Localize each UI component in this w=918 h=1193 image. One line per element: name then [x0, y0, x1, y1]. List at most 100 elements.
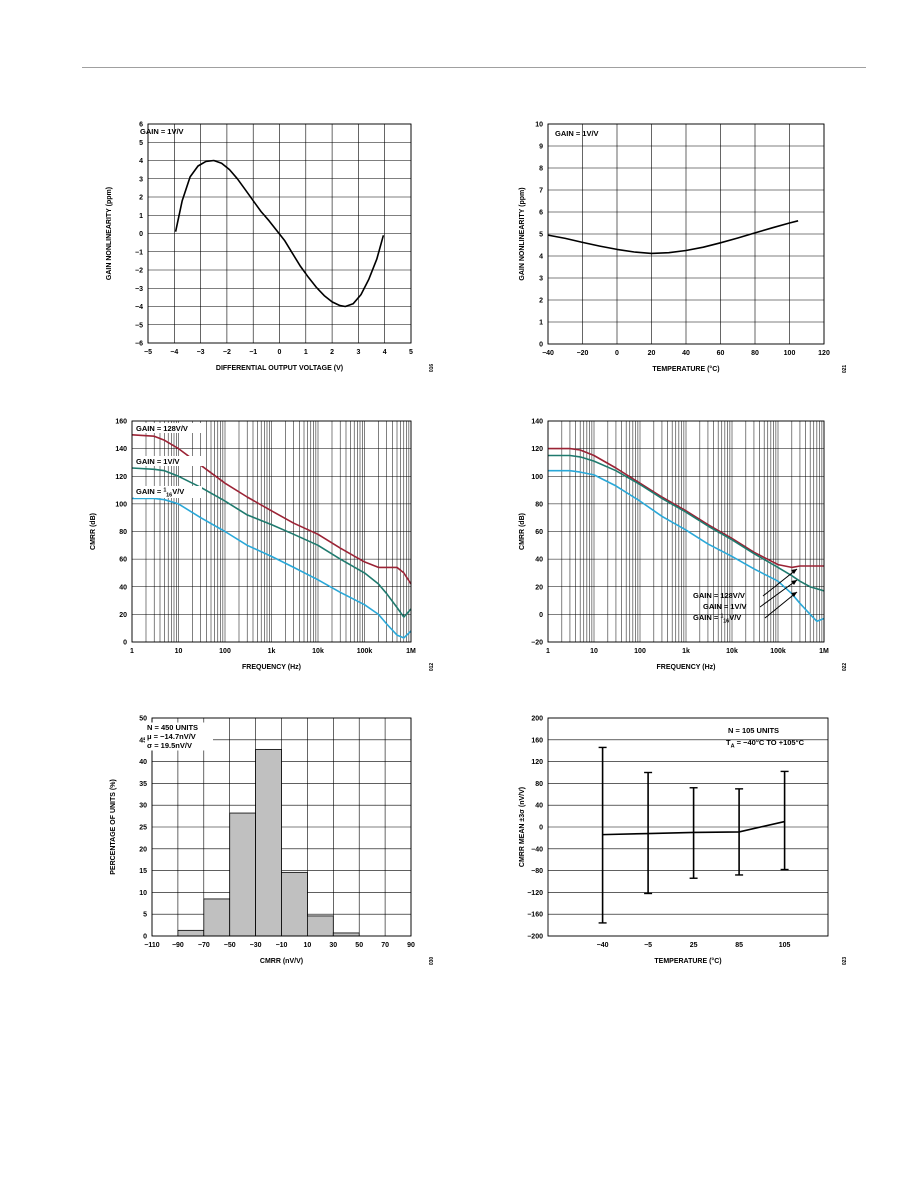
y-tick-label: 10 [139, 890, 147, 897]
series-line [548, 454, 825, 592]
plot-frame [547, 717, 829, 937]
chart-c6: −200 −160 −120 −80 −40 0 40 80 120 160 200 −40 −5 25 8… [519, 716, 848, 966]
y-tick-label: −40 [531, 846, 543, 853]
x-tick-label: 100k [770, 648, 786, 655]
x-axis-label: FREQUENCY (Hz) [242, 664, 301, 671]
y-tick-label: 80 [535, 781, 543, 788]
x-tick-label: 100k [357, 648, 373, 655]
x-tick-label: 10 [590, 648, 598, 655]
x-tick-label: −2 [223, 349, 231, 356]
series-line [547, 220, 799, 255]
y-tick-label: −80 [531, 868, 543, 875]
x-tick-label: 80 [751, 350, 759, 357]
figure-id-label: 021 [842, 365, 848, 374]
x-tick-label: −5 [144, 349, 152, 356]
y-tick-label: 40 [119, 584, 127, 591]
y-tick-label: 6 [539, 210, 543, 217]
annotation-text: N = 105 UNITS [728, 726, 779, 735]
y-tick-label: 80 [535, 501, 543, 508]
y-tick-label: 10 [535, 122, 543, 129]
series-line [132, 497, 412, 639]
y-tick-label: 40 [535, 557, 543, 564]
annotation-text: μ = −14.7nV/V [147, 732, 196, 741]
x-tick-label: −50 [224, 942, 236, 949]
y-tick-label: 0 [539, 825, 543, 832]
x-tick-label: 10 [175, 648, 183, 655]
x-tick-label: 100 [219, 648, 231, 655]
x-tick-label: −1 [249, 349, 257, 356]
annotation-text: N = 450 UNITS [147, 723, 198, 732]
figure-id-label: 023 [842, 957, 848, 966]
x-tick-label: 120 [818, 350, 830, 357]
y-tick-label: 35 [139, 781, 147, 788]
x-tick-label: 60 [717, 350, 725, 357]
y-tick-label: 100 [115, 501, 127, 508]
x-tick-label: −4 [170, 349, 178, 356]
series-line [174, 159, 385, 308]
x-tick-label: 50 [355, 942, 363, 949]
legend-label: GAIN = 128V/V [693, 591, 745, 600]
y-tick-label: 5 [139, 140, 143, 147]
annotation-text: σ = 19.5nV/V [147, 741, 192, 750]
y-tick-label: 140 [115, 446, 127, 453]
histogram-bar [281, 871, 308, 937]
histogram-bar [332, 932, 360, 937]
y-tick-label: 60 [119, 557, 127, 564]
x-tick-label: −110 [144, 942, 159, 949]
x-tick-label: 1M [406, 648, 416, 655]
y-tick-label: −5 [135, 322, 143, 329]
arrow-head [791, 569, 797, 574]
annotation-text: GAIN = 1V/V [140, 127, 184, 136]
y-axis-label: PERCENTAGE OF UNITS (%) [110, 779, 117, 875]
y-tick-label: −120 [527, 890, 543, 897]
legend-label: GAIN = 1V/V [136, 457, 180, 466]
y-tick-label: 2 [139, 195, 143, 202]
legend-text-part: GAIN = [136, 487, 163, 496]
x-axis-label: CMRR (nV/V) [260, 958, 303, 965]
histogram-bar [177, 929, 205, 937]
y-axis-label: GAIN NONLINEARITY (ppm) [106, 187, 113, 280]
x-tick-label: 40 [682, 350, 690, 357]
header-rule [82, 67, 866, 68]
y-tick-label: 6 [139, 122, 143, 129]
y-tick-label: −4 [135, 304, 143, 311]
y-tick-label: 120 [531, 759, 543, 766]
legend-bg [134, 486, 202, 498]
annotation-part: = −40°C TO +105°C [735, 738, 805, 747]
x-tick-label: 10k [726, 648, 738, 655]
y-tick-label: 1 [539, 320, 543, 327]
y-tick-label: −2 [135, 268, 143, 275]
y-tick-label: −200 [527, 934, 543, 941]
y-tick-label: 5 [539, 232, 543, 239]
arrow-head [791, 580, 797, 585]
x-tick-label: −20 [577, 350, 589, 357]
y-tick-label: −1 [135, 249, 143, 256]
series-line [548, 469, 825, 623]
x-axis-label: DIFFERENTIAL OUTPUT VOLTAGE (V) [216, 365, 343, 372]
x-tick-label: 5 [409, 349, 413, 356]
legend-label-fraction: GAIN = 116V/V [693, 613, 741, 625]
y-tick-label: 120 [115, 474, 127, 481]
y-axis-label: CMRR MEAN ±3σ (nV/V) [519, 787, 526, 867]
x-tick-label: 25 [690, 942, 698, 949]
x-tick-label: 1 [304, 349, 308, 356]
y-tick-label: 160 [531, 737, 543, 744]
y-tick-label: 30 [139, 803, 147, 810]
annotation-part: T [726, 738, 731, 747]
plot-frame [547, 420, 825, 643]
y-tick-label: 1 [139, 213, 143, 220]
arrow-head [791, 592, 797, 597]
histogram-bar [203, 898, 231, 937]
y-tick-label: 0 [123, 640, 127, 647]
y-tick-label: 20 [119, 612, 127, 619]
x-tick-label: −90 [172, 942, 184, 949]
x-tick-label: 1 [130, 648, 134, 655]
y-tick-label: 45 [139, 737, 147, 744]
x-tick-label: 100 [784, 350, 796, 357]
annotation-temp-range: TA = −40°C TO +105°C [726, 738, 805, 750]
y-tick-label: 40 [535, 803, 543, 810]
x-tick-label: 1k [682, 648, 690, 655]
series-line [131, 467, 412, 618]
chart-c2: 0 1 2 3 4 5 6 7 8 9 10 −40 −20 0 20 40 60 80 100 120 TEMPERA… [519, 122, 848, 374]
